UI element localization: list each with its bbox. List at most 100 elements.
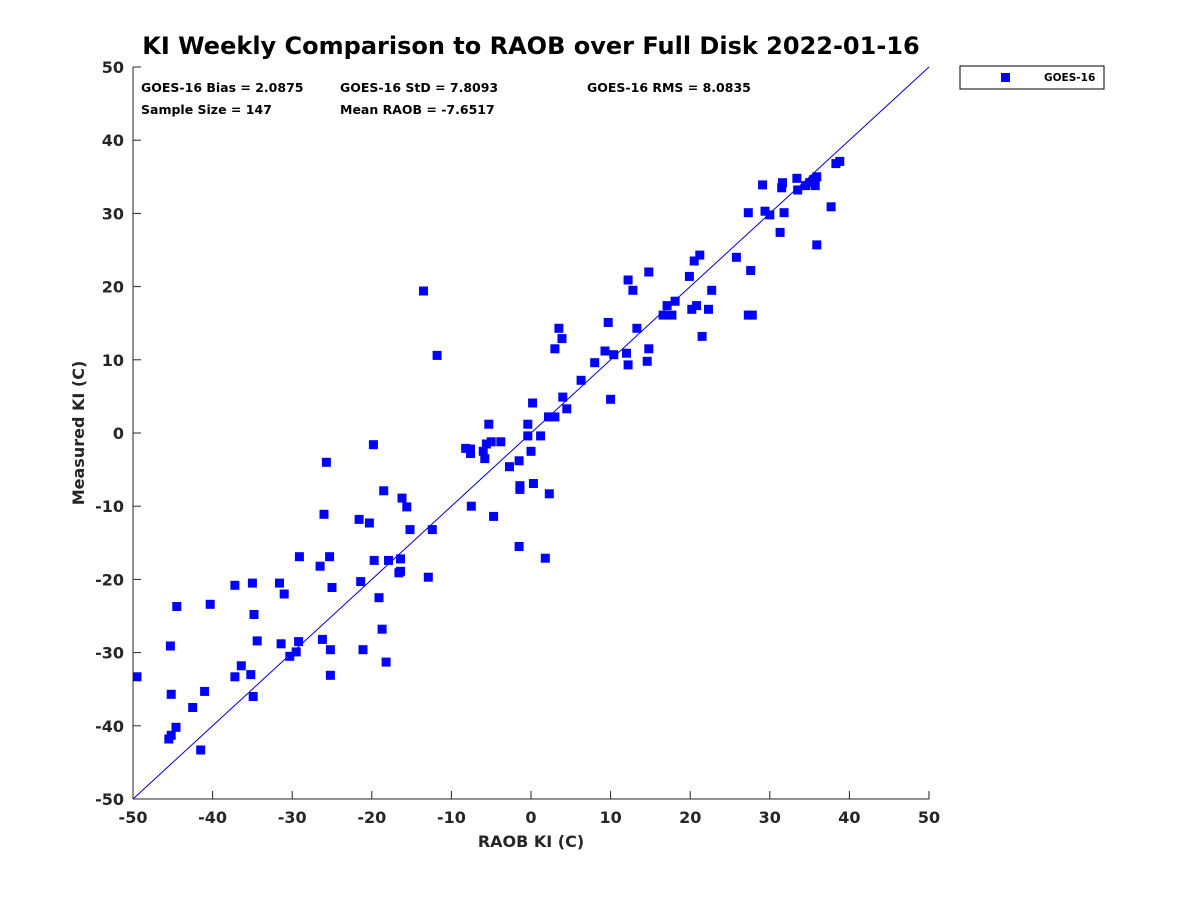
data-point xyxy=(826,202,836,212)
data-point xyxy=(252,636,262,646)
rms-annotation: GOES-16 RMS = 8.0835 xyxy=(587,80,751,95)
x-tick-label: -20 xyxy=(357,808,386,827)
data-point xyxy=(628,285,638,295)
data-point xyxy=(743,208,753,218)
data-point xyxy=(707,285,717,295)
data-point xyxy=(623,360,633,370)
data-point xyxy=(205,599,215,609)
data-point xyxy=(188,703,198,712)
data-point xyxy=(486,437,496,447)
x-tick-label: 40 xyxy=(838,808,860,827)
data-point xyxy=(368,440,378,450)
data-point xyxy=(196,745,206,755)
data-point xyxy=(731,252,741,262)
y-tick-label: -30 xyxy=(95,644,124,663)
data-point xyxy=(544,412,553,422)
data-point xyxy=(600,346,610,356)
x-tick-label: -30 xyxy=(278,808,307,827)
data-point xyxy=(544,489,554,499)
data-point xyxy=(496,437,506,447)
data-point xyxy=(230,580,240,590)
data-point xyxy=(358,645,368,655)
data-point xyxy=(536,431,546,441)
data-point xyxy=(558,392,568,402)
data-point xyxy=(484,419,494,429)
points-layer xyxy=(132,156,845,755)
y-tick-label: 50 xyxy=(102,58,124,77)
plot-area: -50 -40 -30 -20 -10 0 10 20 30 40 50 -50 -40 -30 -20 -1… xyxy=(95,58,940,827)
data-point xyxy=(230,672,240,682)
data-point xyxy=(279,589,289,599)
data-point xyxy=(528,479,538,488)
data-point xyxy=(603,318,613,327)
data-point xyxy=(275,578,284,588)
data-point xyxy=(325,670,335,680)
data-point xyxy=(779,208,789,218)
data-point xyxy=(294,552,304,562)
data-point xyxy=(236,661,246,671)
data-point xyxy=(765,210,775,220)
data-point xyxy=(354,514,364,524)
data-point xyxy=(622,348,631,358)
data-point xyxy=(644,267,654,277)
data-point xyxy=(478,446,488,456)
data-point xyxy=(427,525,437,535)
data-point xyxy=(377,624,387,634)
data-point xyxy=(642,356,652,366)
y-tick-label: -40 xyxy=(95,717,124,736)
data-point xyxy=(327,583,337,592)
data-point xyxy=(697,331,707,341)
chart-title: KI Weekly Comparison to RAOB over Full D… xyxy=(142,32,919,60)
data-point xyxy=(514,456,524,466)
data-point xyxy=(466,444,475,454)
data-point xyxy=(550,344,560,354)
legend-box xyxy=(959,65,1105,90)
data-point xyxy=(246,670,256,680)
data-point xyxy=(667,310,677,320)
data-point xyxy=(423,572,433,582)
data-point xyxy=(402,502,412,512)
data-point xyxy=(692,301,702,311)
data-point xyxy=(396,554,405,564)
data-point xyxy=(166,689,176,699)
sample-size-annotation: Sample Size = 147 xyxy=(141,102,272,117)
data-point xyxy=(662,301,672,311)
data-point xyxy=(466,501,476,511)
data-point xyxy=(165,641,175,651)
data-point xyxy=(528,398,538,408)
std-annotation: GOES-16 StD = 7.8093 xyxy=(340,80,498,95)
data-point xyxy=(364,518,374,528)
data-point xyxy=(562,404,572,414)
data-point xyxy=(514,542,524,551)
data-point xyxy=(315,561,325,571)
data-point xyxy=(576,375,586,385)
data-point xyxy=(550,412,560,422)
data-point xyxy=(812,240,822,250)
data-point xyxy=(758,180,768,190)
legend-marker-square xyxy=(1001,73,1010,82)
axes-layer: -50 -40 -30 -20 -10 0 10 20 30 40 50 -50 -40 -30 -20 -1… xyxy=(95,58,940,827)
y-tick-label: 40 xyxy=(102,131,124,150)
data-point xyxy=(746,266,756,275)
data-point xyxy=(276,639,286,649)
y-tick-label: 0 xyxy=(113,424,124,443)
x-tick-label: 0 xyxy=(525,808,536,827)
mean-raob-annotation: Mean RAOB = -7.6517 xyxy=(340,102,495,117)
data-point xyxy=(381,657,391,667)
data-point xyxy=(792,173,802,183)
data-point xyxy=(505,462,514,472)
data-point xyxy=(247,578,257,588)
x-axis-label: RAOB KI (C) xyxy=(478,832,584,851)
data-point xyxy=(291,647,301,657)
data-point xyxy=(670,296,680,306)
data-point xyxy=(166,730,176,740)
y-axis-label: Measured KI (C) xyxy=(69,361,88,506)
data-point xyxy=(810,181,820,191)
legend-label: GOES-16 xyxy=(1044,72,1095,84)
y-tick-label: 10 xyxy=(102,351,124,370)
data-point xyxy=(515,481,525,491)
data-point xyxy=(775,227,785,237)
data-point xyxy=(644,344,654,354)
